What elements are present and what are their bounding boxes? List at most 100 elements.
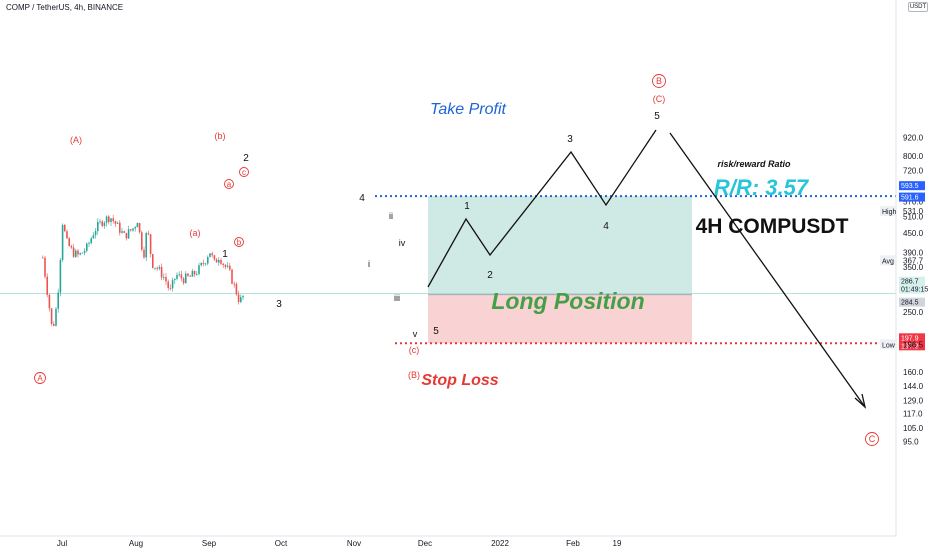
candle-body [163, 276, 165, 278]
axis-price-tag-text: 591.6 [901, 195, 919, 202]
candle-body [92, 235, 95, 239]
x-tick-label: Aug [129, 539, 143, 548]
candle-body [215, 259, 218, 263]
wave-label-i: i [368, 259, 370, 269]
risk-reward-caption: risk/reward Ratio [717, 159, 791, 169]
candle-body [68, 238, 70, 247]
candle-body [178, 274, 180, 276]
candle-body [196, 274, 198, 275]
candle-body [154, 267, 156, 269]
candle-body [176, 274, 178, 279]
x-tick-label: Sep [202, 539, 217, 548]
currency-badge[interactable]: USDT [908, 2, 928, 12]
candle-body [132, 228, 134, 231]
candle-body [50, 308, 53, 325]
candle-body [90, 238, 92, 244]
candle-body [156, 267, 158, 269]
candle-body [224, 264, 227, 267]
candle-body [114, 221, 117, 224]
candle-body [72, 247, 75, 257]
stat-label: Avg [882, 258, 894, 265]
candle-body [160, 267, 163, 278]
candle-body [105, 216, 108, 223]
candle-body [213, 255, 216, 260]
candle-body [240, 297, 242, 302]
candle-body [123, 231, 125, 233]
x-tick-label: 2022 [491, 539, 509, 548]
arrow-head [854, 393, 867, 409]
candle-body [145, 233, 147, 258]
candle-body [101, 221, 103, 226]
candle-body [110, 218, 112, 222]
y-tick-label: 350.0 [903, 263, 924, 272]
candle-body [103, 222, 106, 226]
axis-price-tag-text: 197.9 [901, 335, 919, 342]
candle-body [59, 259, 62, 293]
candle-body [204, 263, 207, 265]
candle-body [44, 257, 46, 277]
projection-label-4: 4 [603, 221, 609, 232]
candle-body [171, 280, 174, 289]
wave-label-a-circle: a [227, 180, 232, 189]
axis-price-tag-text: 593.5 [901, 183, 919, 190]
x-tick-label: Feb [566, 539, 580, 548]
wave-label-B-circle-ring [652, 74, 666, 88]
projection-label-1: 1 [464, 201, 470, 212]
y-tick-label: 920.0 [903, 133, 924, 142]
y-tick-label: 144.0 [903, 382, 924, 391]
candle-body [134, 227, 136, 229]
projection-label-3: 3 [567, 134, 573, 145]
candle-body [169, 287, 172, 289]
wave-label-b-paren: (b) [215, 131, 226, 141]
x-tick-label: Oct [275, 539, 288, 548]
candle-body [61, 224, 64, 260]
projected-wave-path [427, 129, 657, 288]
candle-body [237, 294, 240, 302]
risk-reward-value: R/R: 3.57 [714, 175, 810, 200]
axis-price-tag-text: 284.5 [901, 300, 919, 307]
axis-price-tag [899, 297, 925, 307]
y-tick-label: 510.0 [903, 212, 924, 221]
y-tick-label: 720.0 [903, 166, 924, 175]
x-tick-label: Nov [347, 539, 361, 548]
candle-body [108, 216, 110, 222]
candle-body [198, 265, 200, 275]
candle-body [42, 257, 44, 259]
axis-price-tag-text: 197.9 [901, 343, 919, 350]
x-tick-label: 19 [613, 539, 622, 548]
candle-body [202, 262, 205, 264]
y-tick-label: 390.0 [903, 248, 924, 257]
wave-label-a-paren: (a) [190, 228, 201, 238]
stat-label: High [882, 209, 897, 216]
candle-body [149, 234, 152, 255]
wave-label-B-circle: B [656, 76, 662, 86]
candle-body [70, 246, 73, 248]
wave-label-2: 2 [243, 153, 249, 164]
wave-label-ii: ii [389, 211, 393, 221]
symbol-title: COMP / TetherUS, 4h, BINANCE [6, 3, 124, 12]
y-tick-label: 129.0 [903, 397, 924, 406]
y-tick-label: 250.0 [903, 308, 924, 317]
axis-price-tag [899, 192, 925, 202]
profit-zone [428, 196, 692, 295]
wave-label-b-circle-ring [234, 237, 244, 247]
candle-body [94, 231, 97, 236]
stat-label-box [880, 255, 897, 266]
projection-label-5: 5 [654, 111, 660, 122]
x-tick-label: Jul [57, 539, 67, 548]
candle-body [130, 229, 132, 231]
candle-body [233, 283, 235, 285]
candle-body [97, 221, 99, 232]
candle-body [200, 262, 202, 266]
wave-label-c-circle: c [242, 168, 246, 177]
candle-body [231, 269, 233, 284]
y-tick-label: 570.0 [903, 198, 924, 207]
wave-label-v: v [413, 329, 418, 339]
y-tick-label: 117.0 [903, 410, 923, 419]
axis-price-tag [899, 181, 925, 191]
wave-label-A-paren: (A) [70, 135, 82, 145]
candle-body [218, 260, 220, 263]
